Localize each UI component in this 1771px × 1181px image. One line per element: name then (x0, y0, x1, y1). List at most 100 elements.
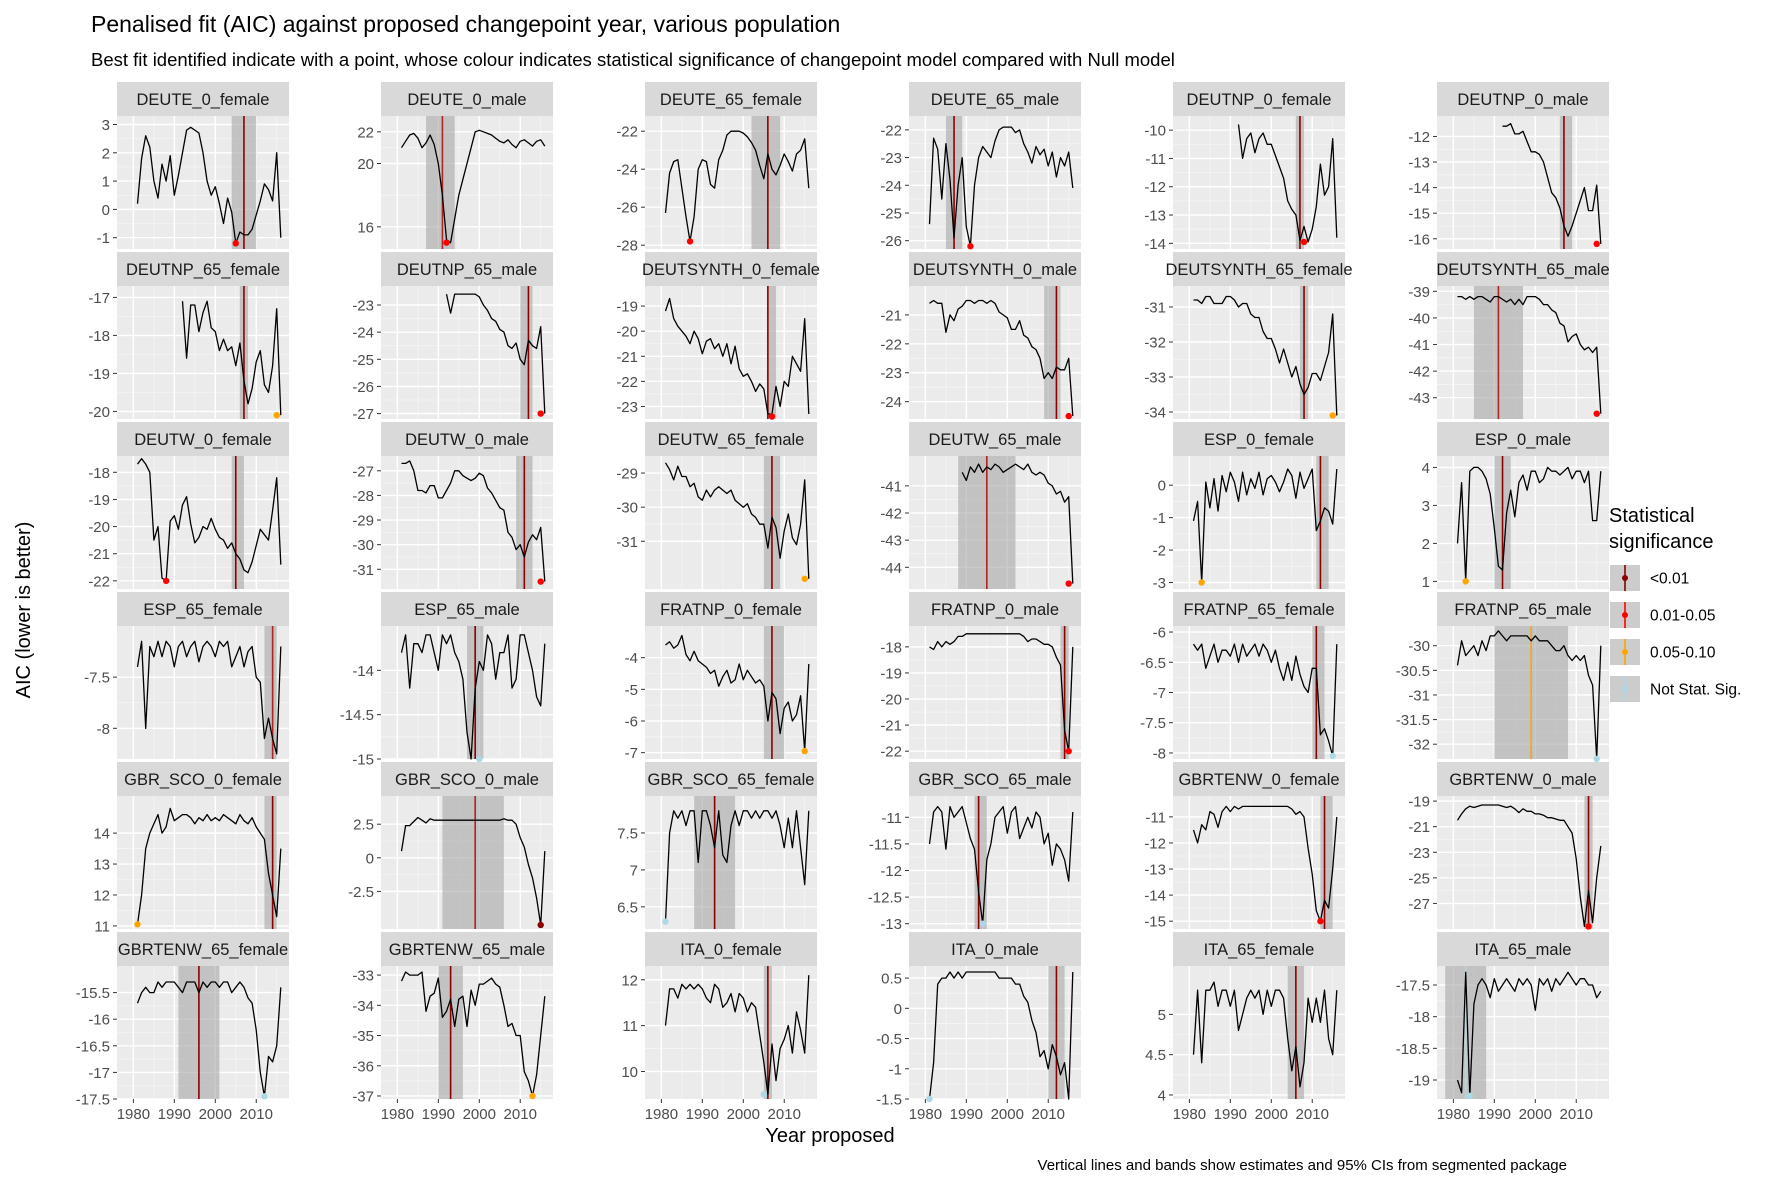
y-tick-label: -1 (889, 1061, 902, 1078)
x-tick-label: 1980 (1173, 1106, 1206, 1123)
y-tick-label: -15.5 (76, 985, 110, 1002)
y-tick-label: -7 (625, 745, 638, 762)
aic-line (1192, 643, 1338, 757)
y-tick-label: -15 (352, 752, 374, 769)
y-tick-label: -29 (616, 466, 638, 483)
y-tick-label: -13 (1144, 862, 1166, 879)
best-fit-point (1329, 752, 1336, 760)
x-tick-label: 1980 (117, 1106, 150, 1123)
y-tick-label: -19 (880, 665, 902, 682)
facet-label: DEUTSYNTH_0_female (642, 261, 820, 279)
facet-panel: DEUTSYNTH_65_male -39 -40 -41 -42 -43 (1408, 252, 1610, 419)
aic-line (136, 458, 282, 582)
legend-title-line2: significance (1609, 531, 1714, 553)
x-tick-label: 1990 (422, 1106, 455, 1123)
y-tick-label: -15 (1408, 206, 1430, 223)
panel-background (645, 966, 817, 1099)
facet-strip (1173, 592, 1345, 626)
aic-line (1456, 804, 1602, 928)
facet-panel: DEUTE_65_female -22 -24 -26 -28 (616, 82, 817, 255)
ci-band (767, 286, 777, 419)
y-tick-label: -35 (352, 1028, 374, 1045)
y-tick-label: -42 (1408, 364, 1430, 381)
y-tick-label: -20 (616, 324, 638, 341)
y-tick-label: -13 (1408, 155, 1430, 172)
y-tick-label: -25 (1408, 870, 1430, 887)
x-tick-label: 2000 (727, 1106, 760, 1123)
y-tick-label: -22 (616, 124, 638, 141)
y-tick-label: -34 (352, 998, 374, 1015)
facet-strip (645, 762, 817, 796)
y-tick-label: -31 (1144, 300, 1166, 317)
y-tick-label: -44 (880, 560, 902, 577)
facet-panel: ITA_0_female 12 11 10 1980 1990 2000 2010 (621, 932, 817, 1123)
legend-item-label: 0.05-0.10 (1650, 645, 1716, 662)
y-tick-label: -22 (880, 336, 902, 353)
y-tick-label: -6 (1153, 625, 1166, 642)
y-tick-label: -27 (352, 406, 374, 423)
best-fit-point (134, 921, 141, 928)
facet-strip (381, 592, 553, 626)
y-tick-label: -28 (352, 488, 374, 505)
facet-label: DEUTE_0_male (407, 91, 526, 109)
aic-line (445, 293, 546, 414)
facet-label: GBRTENW_65_female (118, 941, 288, 959)
aic-line (1192, 468, 1338, 584)
panel-background (381, 966, 553, 1099)
facet-panel: GBRTENW_0_male -19 -21 -23 -25 -27 (1408, 762, 1609, 930)
best-fit-point (1466, 1092, 1473, 1100)
y-tick-label: 16 (357, 219, 374, 236)
facet-strip (909, 932, 1081, 966)
y-tick-label: 0 (894, 1001, 902, 1018)
facet-label: DEUTW_0_male (405, 431, 529, 449)
facet-panel: DEUTW_65_male -41 -42 -43 -44 (880, 422, 1081, 589)
y-tick-label: -15 (1144, 914, 1166, 931)
y-tick-label: 0 (102, 202, 110, 219)
y-tick-label: 1 (1422, 574, 1430, 591)
x-tick-label: 2000 (463, 1106, 496, 1123)
y-tick-label: -8 (1153, 745, 1166, 762)
x-tick-label: 1990 (1478, 1106, 1511, 1123)
y-tick-label: 13 (93, 857, 110, 874)
facet-panel: DEUTE_65_male -22 -23 -24 -25 -26 (880, 82, 1081, 250)
panel-background (909, 116, 1081, 249)
best-fit-point (1065, 412, 1072, 420)
facet-panel: ITA_65_male -17.5 -18 -18.5 -19 1980 1990 2000 2… (1396, 932, 1609, 1123)
best-fit-point (979, 920, 986, 927)
y-tick-label: -31 (352, 562, 374, 579)
y-tick-label: -21 (88, 546, 110, 563)
facet-strip (117, 592, 289, 626)
legend-key-point (1622, 686, 1628, 692)
y-tick-label: -22 (88, 573, 110, 590)
best-fit-point (926, 1095, 933, 1103)
best-fit-point (1585, 923, 1592, 930)
aic-line (928, 805, 1074, 925)
panel-background (1437, 796, 1609, 929)
facet-panel: GBR_SCO_0_male 2.5 0 -2.5 (348, 762, 553, 929)
best-fit-point (261, 1093, 268, 1100)
y-tick-label: -31 (616, 534, 638, 551)
facet-label: ESP_0_male (1475, 431, 1571, 449)
y-tick-label: 7 (630, 862, 638, 879)
y-tick-label: -19 (616, 299, 638, 316)
best-fit-point (443, 239, 450, 246)
x-tick-label: 1980 (909, 1106, 942, 1123)
y-tick-label: -23 (1408, 845, 1430, 862)
legend-item-label: Not Stat. Sig. (1650, 682, 1741, 699)
facet-panel: FRATNP_0_male -18 -19 -20 -21 -22 (880, 592, 1081, 761)
y-tick-label: -33 (352, 968, 374, 985)
legend-item: Not Stat. Sig. (1610, 676, 1741, 702)
facet-label: DEUTE_0_female (137, 91, 270, 109)
y-tick-label: -20 (88, 519, 110, 536)
y-tick-label: 12 (93, 887, 110, 904)
best-fit-point (768, 413, 776, 420)
facet-label: DEUTNP_65_male (397, 261, 537, 279)
ci-band (974, 796, 987, 929)
facet-label: GBR_SCO_0_female (124, 771, 282, 789)
y-tick-label: 2 (1422, 536, 1430, 553)
aic-line (136, 640, 282, 755)
facet-panel: DEUTNP_0_male -12 -13 -14 -15 -16 (1408, 82, 1609, 249)
y-tick-label: 0.5 (881, 971, 902, 988)
chart-subtitle: Best fit identified indicate with a poin… (91, 49, 1175, 70)
y-tick-label: -13 (880, 916, 902, 933)
